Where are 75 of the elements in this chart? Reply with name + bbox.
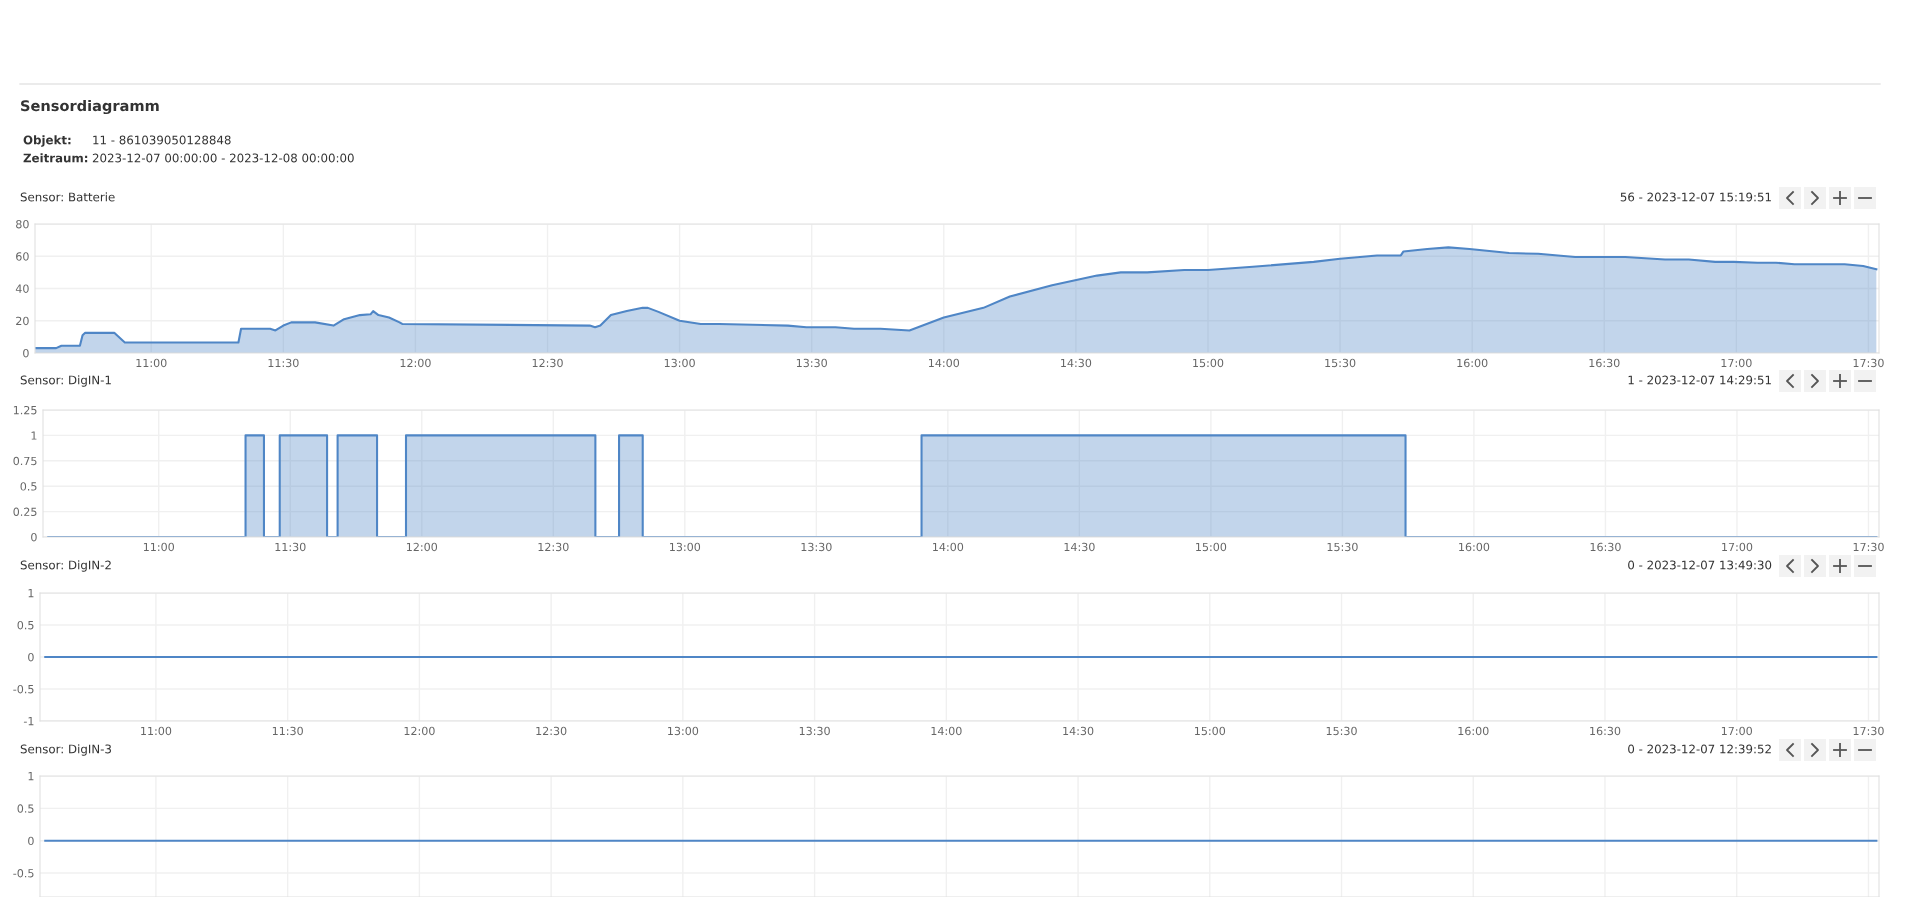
- x-tick-label: 13:00: [668, 726, 699, 736]
- y-tick-label: 1.25: [13, 405, 37, 415]
- x-tick-label: 15:00: [1195, 726, 1226, 736]
- x-tick-label: 13:30: [801, 542, 832, 552]
- y-tick-label: 0.5: [17, 620, 34, 630]
- x-tick-label: 11:30: [275, 542, 306, 552]
- x-tick-label: 17:00: [1722, 542, 1753, 552]
- x-tick-label: 14:30: [1064, 542, 1095, 552]
- x-tick-label: 12:00: [406, 542, 438, 552]
- y-tick-label: 0.5: [20, 482, 37, 491]
- x-tick-label: 15:30: [1326, 726, 1357, 736]
- y-tick-label: 20: [16, 316, 29, 326]
- text: 1 - 2023-12-07 14:29:51: [1628, 375, 1771, 385]
- y-tick-label: 0.25: [13, 507, 37, 516]
- y-tick-label: 0.5: [17, 804, 34, 813]
- x-tick-label: 16:30: [1590, 542, 1621, 552]
- y-tick-label: 40: [15, 284, 29, 293]
- y-tick-label: 60: [16, 252, 29, 261]
- x-tick-label: 11:00: [143, 542, 175, 552]
- x-tick-label: 14:00: [929, 358, 960, 368]
- chart-title: Sensor: DigIN-1: [20, 375, 111, 387]
- x-tick-label: 17:00: [1721, 358, 1752, 368]
- x-tick-label: 15:30: [1327, 542, 1358, 552]
- x-tick-label: 16:00: [1458, 726, 1489, 736]
- x-tick-label: 14:00: [933, 542, 964, 552]
- y-tick-label: 0: [28, 652, 34, 662]
- y-tick-label: -0.5: [13, 869, 34, 878]
- x-tick-label: 17:30: [1853, 542, 1884, 552]
- x-tick-label: 13:30: [799, 726, 830, 736]
- y-tick-label: 1: [31, 431, 37, 440]
- x-tick-label: 13:30: [796, 358, 827, 368]
- x-tick-label: 15:00: [1193, 358, 1224, 368]
- y-tick-label: 1: [28, 589, 34, 598]
- x-tick-label: 12:30: [532, 358, 563, 368]
- x-tick-label: 13:00: [670, 542, 701, 552]
- text: 56 - 2023-12-07 15:19:51: [1620, 192, 1771, 202]
- chart-title: Sensor: DigIN-3: [20, 744, 111, 756]
- x-tick-label: 14:30: [1063, 726, 1094, 736]
- x-tick-label: 11:00: [141, 726, 172, 736]
- y-tick-label: 0.75: [13, 456, 37, 466]
- x-tick-label: 17:00: [1721, 726, 1752, 736]
- x-tick-label: 12:00: [404, 726, 435, 736]
- x-tick-label: 11:00: [136, 358, 167, 368]
- x-tick-label: 14:30: [1061, 358, 1092, 368]
- text: Sensordiagramm: [21, 99, 159, 115]
- y-tick-label: 0: [23, 348, 29, 358]
- x-tick-label: 17:30: [1853, 358, 1884, 368]
- x-tick-label: 11:30: [268, 358, 299, 368]
- x-tick-label: 17:30: [1853, 726, 1884, 736]
- x-tick-label: 16:30: [1590, 726, 1621, 736]
- y-tick-label: 0: [31, 532, 37, 542]
- y-tick-label: 0: [28, 836, 34, 846]
- text: 2023-12-07 00:00:00 - 2023-12-08 00:00:00: [92, 153, 354, 163]
- text: Zeitraum:: [23, 153, 88, 163]
- chart-title: Sensor: Batterie: [20, 192, 115, 202]
- x-tick-label: 12:30: [536, 726, 567, 736]
- y-tick-label: 1: [28, 772, 34, 781]
- x-tick-label: 11:30: [272, 726, 303, 736]
- x-tick-label: 15:30: [1325, 358, 1356, 368]
- text: Objekt:: [23, 135, 71, 147]
- x-tick-label: 16:00: [1459, 542, 1490, 552]
- y-tick-label: -1: [23, 717, 34, 726]
- x-tick-label: 14:00: [931, 726, 962, 736]
- y-tick-label: -0.5: [13, 684, 34, 694]
- x-tick-label: 12:30: [538, 542, 569, 552]
- x-tick-label: 13:00: [664, 358, 695, 368]
- text: 11 - 861039050128848: [93, 135, 231, 145]
- x-tick-label: 12:00: [400, 358, 431, 368]
- y-tick-label: 80: [16, 219, 29, 229]
- x-tick-label: 16:30: [1589, 358, 1620, 368]
- text: 0 - 2023-12-07 12:39:52: [1628, 744, 1771, 754]
- x-tick-label: 15:00: [1196, 542, 1227, 552]
- text: 0 - 2023-12-07 13:49:30: [1628, 560, 1772, 570]
- chart-title: Sensor: DigIN-2: [20, 560, 111, 572]
- x-tick-label: 16:00: [1457, 358, 1488, 368]
